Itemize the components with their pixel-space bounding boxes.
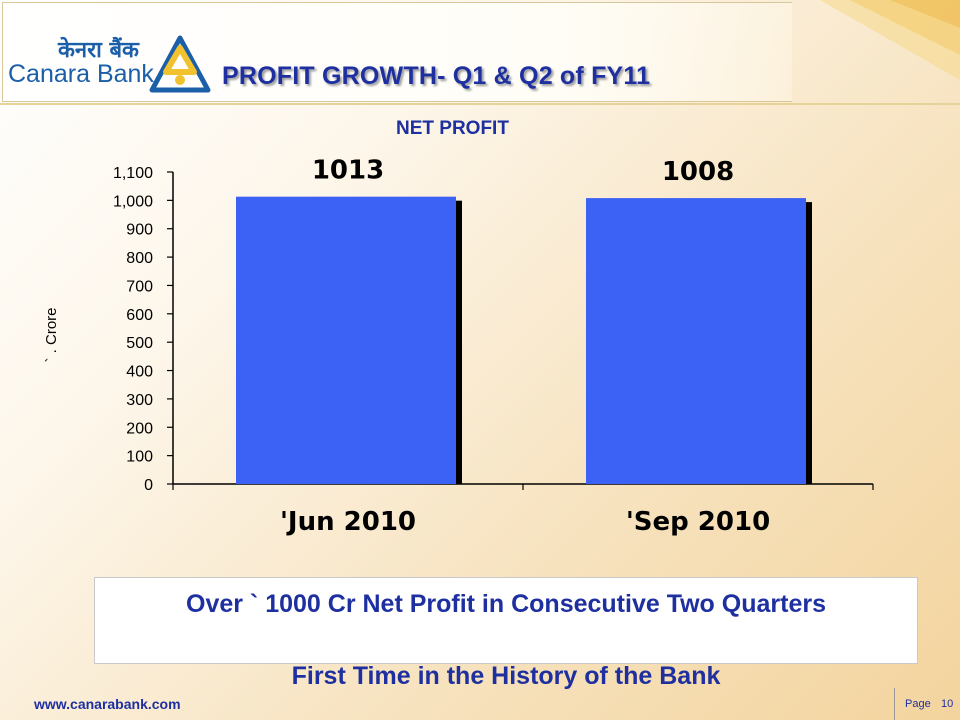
x-category-label: 'Jun 2010 (280, 507, 416, 537)
highlight-box (94, 577, 918, 664)
y-tick-label: 1,100 (113, 165, 153, 182)
header-frame (2, 2, 792, 102)
y-tick-label: 1,000 (113, 193, 153, 210)
y-tick-label: 300 (126, 392, 153, 409)
corner-decoration (820, 0, 960, 80)
y-axis-label: ` . Crore (43, 307, 60, 362)
y-tick-label: 400 (126, 364, 153, 381)
x-category-label: 'Sep 2010 (626, 507, 770, 537)
y-tick-label: 800 (126, 250, 153, 267)
y-tick-label: 200 (126, 420, 153, 437)
page-number: 10 (941, 698, 954, 710)
highlight-message: Over ` 1000 Cr Net Profit in Consecutive… (186, 590, 826, 618)
page-title: PROFIT GROWTH- Q1 & Q2 of FY11 (222, 62, 651, 90)
history-message: First Time in the History of the Bank (291, 662, 721, 690)
logo-hindi-text: केनरा बैंक (58, 38, 139, 63)
data-label: 1013 (312, 156, 384, 186)
y-tick-label: 900 (126, 222, 153, 239)
y-tick-label: 700 (126, 278, 153, 295)
y-tick-label: 0 (144, 477, 153, 494)
bar (586, 198, 806, 484)
slide-header: केनरा बैंक Canara Bank PROFIT GROWTH- Q1… (0, 0, 960, 105)
page-label: Page (905, 698, 931, 710)
y-tick-label: 100 (126, 449, 153, 466)
page-indicator: Page 10 (894, 688, 960, 720)
canara-bank-logo: केनरा बैंक Canara Bank (8, 34, 211, 104)
header-divider (0, 103, 960, 105)
footer-url[interactable]: www.canarabank.com (34, 696, 181, 712)
y-tick-label: 500 (126, 335, 153, 352)
y-tick-label: 600 (126, 307, 153, 324)
logo-triangle-icon (149, 35, 211, 93)
logo-english-text: Canara Bank (8, 60, 154, 88)
chart-title: NET PROFIT (396, 118, 509, 139)
bar (236, 196, 456, 484)
net-profit-bar-chart: 0 100 200 300 400 500 600 700 800 900 1,000 1,100 ` … (43, 156, 874, 537)
data-label: 1008 (662, 157, 734, 187)
